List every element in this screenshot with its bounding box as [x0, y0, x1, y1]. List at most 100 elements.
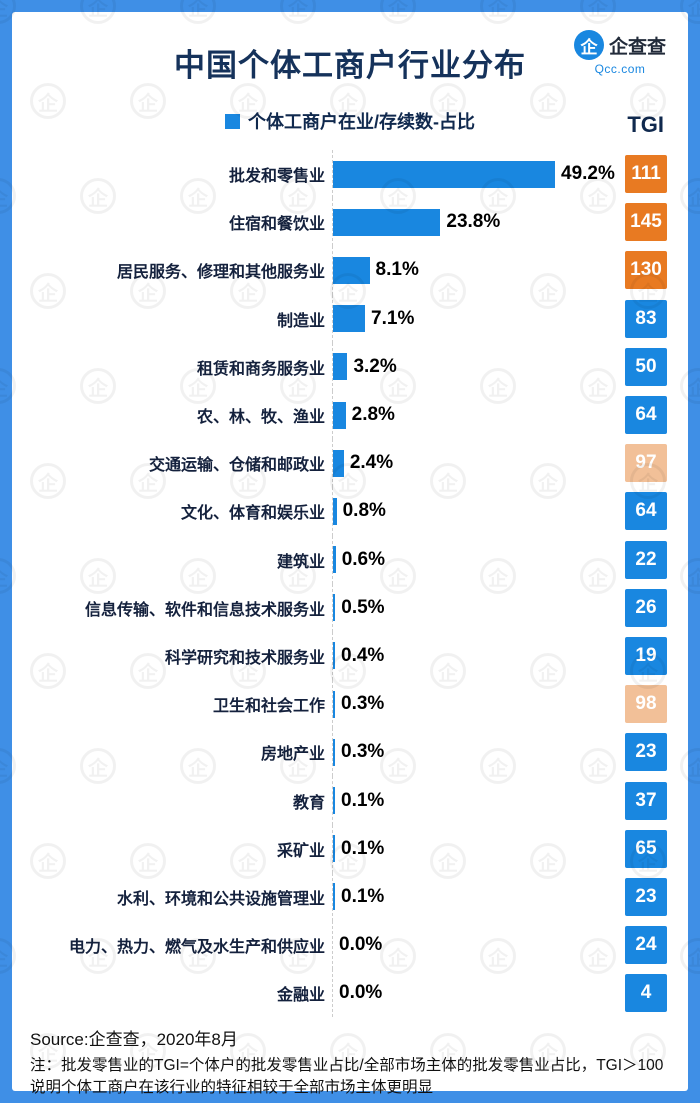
tgi-badge: 19	[625, 636, 667, 675]
legend: 个体工商户在业/存续数-占比	[12, 108, 688, 134]
qcc-logo-name: 企查查	[608, 36, 666, 58]
chart-row: 教育 0.1% 37	[12, 776, 688, 825]
value-label: 0.1%	[341, 837, 385, 859]
source-line: Source:企查查，2020年8月	[30, 1030, 238, 1050]
bar-cell: 8.1%	[332, 246, 625, 295]
chart-row: 租赁和商务服务业 3.2% 50	[12, 342, 688, 391]
page-title: 中国个体工商户行业分布	[174, 48, 526, 83]
bar-cell: 0.3%	[332, 728, 625, 777]
bar	[333, 787, 335, 815]
qcc-logo: 企 企查查 Qcc.com	[573, 30, 666, 76]
value-label: 0.6%	[341, 548, 386, 570]
bar-cell: 2.4%	[332, 439, 625, 488]
value-label: 2.4%	[349, 452, 394, 474]
bar	[333, 305, 366, 333]
category-label: 科学研究和技术服务业	[164, 649, 325, 667]
bar	[333, 497, 337, 525]
tgi-badge: 50	[625, 347, 667, 386]
bar	[333, 594, 336, 622]
bar-cell: 49.2%	[332, 150, 625, 199]
bar	[333, 353, 348, 381]
category-label: 文化、体育和娱乐业	[180, 505, 325, 523]
category-label: 采矿业	[276, 842, 325, 860]
bar	[333, 690, 335, 718]
value-label: 0.1%	[341, 885, 385, 907]
legend-swatch	[225, 113, 240, 129]
value-label: 0.8%	[342, 500, 386, 522]
chart-row: 电力、热力、燃气及水生产和供应业 0.0% 24	[12, 921, 688, 970]
bar-cell: 7.1%	[332, 294, 625, 343]
header: 中国个体工商户行业分布 企 企查查 Qcc.com	[12, 12, 688, 96]
content-card: 中国个体工商户行业分布 企 企查查 Qcc.com 个体工商户在业/存续数-占比…	[12, 12, 688, 1096]
category-label: 租赁和商务服务业	[196, 360, 325, 378]
qcc-logo-domain: Qcc.com	[594, 62, 646, 76]
bar-cell: 0.1%	[332, 824, 625, 873]
value-label: 3.2%	[353, 355, 397, 377]
tgi-badge: 64	[625, 492, 667, 531]
value-label: 0.0%	[339, 982, 383, 1004]
value-label: 7.1%	[371, 307, 415, 329]
chart-row: 农、林、牧、渔业 2.8% 64	[12, 390, 688, 440]
value-label: 49.2%	[561, 163, 615, 185]
footer: Source:企查查，2020年8月 注：批发零售业的TGI=个体户的批发零售业…	[12, 1017, 688, 1098]
tgi-column-header: TGI	[627, 112, 664, 137]
legend-label: 个体工商户在业/存续数-占比	[248, 112, 475, 132]
bar-cell: 0.5%	[332, 583, 625, 632]
category-label: 交通运输、仓储和邮政业	[148, 457, 325, 475]
bar-cell: 0.8%	[332, 487, 625, 536]
category-label: 电力、热力、燃气及水生产和供应业	[68, 939, 325, 957]
bar-cell: 0.1%	[332, 872, 625, 921]
chart-row: 科学研究和技术服务业 0.4% 19	[12, 631, 688, 681]
chart-row: 住宿和餐饮业 23.8% 145	[12, 198, 688, 247]
bar	[333, 208, 441, 236]
value-label: 8.1%	[375, 259, 419, 281]
bar	[333, 835, 335, 863]
qcc-logo-row: 企 企查查	[573, 30, 666, 60]
category-label: 金融业	[276, 987, 325, 1005]
tgi-badge: 65	[625, 829, 667, 868]
value-label: 0.5%	[341, 596, 385, 618]
bar	[333, 546, 336, 574]
category-label: 房地产业	[260, 746, 325, 764]
category-label: 农、林、牧、渔业	[196, 409, 325, 427]
tgi-badge: 23	[625, 733, 667, 772]
bar-cell: 0.0%	[332, 969, 625, 1018]
legend-row: 个体工商户在业/存续数-占比 TGI	[12, 96, 688, 146]
tgi-badge: 97	[625, 444, 667, 483]
category-label: 教育	[292, 794, 325, 812]
bar	[333, 401, 346, 429]
chart-row: 卫生和社会工作 0.3% 98	[12, 680, 688, 729]
value-label: 0.4%	[341, 644, 385, 666]
category-label: 卫生和社会工作	[212, 698, 325, 716]
bar-cell: 2.8%	[332, 390, 625, 440]
chart-row: 房地产业 0.3% 23	[12, 728, 688, 777]
tgi-badge: 37	[625, 781, 667, 820]
bar	[333, 883, 335, 911]
bar-cell: 0.0%	[332, 921, 625, 970]
category-label: 水利、环境和公共设施管理业	[116, 890, 325, 908]
chart-row: 批发和零售业 49.2% 111	[12, 150, 688, 199]
category-label: 批发和零售业	[228, 168, 325, 186]
value-label: 0.1%	[341, 789, 385, 811]
bar	[333, 160, 555, 188]
bar-cell: 0.4%	[332, 631, 625, 681]
chart-row: 采矿业 0.1% 65	[12, 824, 688, 873]
tgi-badge: 130	[625, 251, 667, 290]
tgi-badge: 26	[625, 588, 667, 627]
bar-cell: 0.3%	[332, 680, 625, 729]
chart-row: 建筑业 0.6% 22	[12, 535, 688, 584]
value-label: 23.8%	[446, 211, 501, 233]
chart-row: 文化、体育和娱乐业 0.8% 64	[12, 487, 688, 536]
tgi-badge: 145	[625, 203, 667, 242]
chart-row: 信息传输、软件和信息技术服务业 0.5% 26	[12, 583, 688, 632]
value-label: 0.0%	[339, 934, 383, 956]
bar-cell: 3.2%	[332, 342, 625, 391]
category-label: 制造业	[276, 312, 325, 330]
tgi-badge: 111	[625, 155, 667, 194]
bar	[333, 449, 344, 477]
tgi-badge: 4	[625, 974, 667, 1013]
tgi-badge: 98	[625, 685, 667, 724]
chart-row: 居民服务、修理和其他服务业 8.1% 130	[12, 246, 688, 295]
category-label: 信息传输、软件和信息技术服务业	[84, 601, 325, 619]
